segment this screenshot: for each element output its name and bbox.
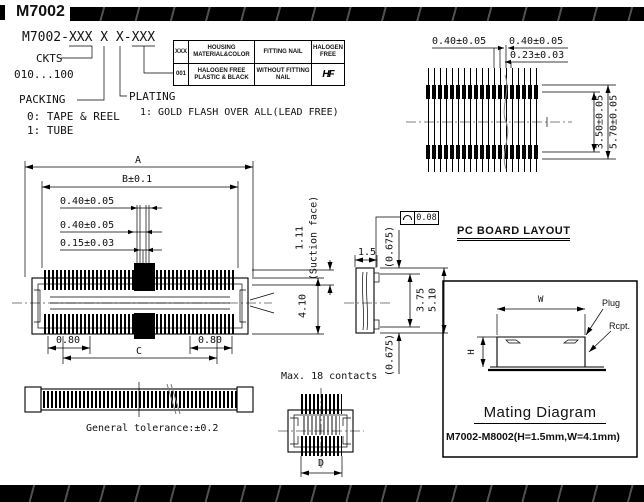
flatness-value: 0.08	[416, 213, 437, 223]
side-view-drawing	[344, 216, 448, 374]
pcb-dim-pitch-left: 0.40±0.05	[432, 36, 487, 47]
pcb-dim-pad-width: 0.23±0.03	[510, 50, 565, 61]
hf-logo-icon: HF	[322, 68, 334, 80]
options-table: XXX HOUSING MATERIAL&COLOR FITTING NAIL …	[173, 40, 345, 86]
dim-c-label: C	[136, 346, 143, 357]
cell-code: 001	[174, 64, 189, 85]
mating-dim-h-label: H	[467, 349, 477, 355]
dim-bottom-offset-label: (0.675)	[384, 333, 396, 377]
mating-dim-w-label: W	[538, 295, 544, 305]
mating-note: M7002-M8002(H=1.5mm,W=4.1mm)	[446, 431, 620, 443]
dim-suction-height-label: 1.11	[294, 225, 306, 251]
bottom-view-comb	[43, 391, 237, 408]
plating-label: PLATING	[129, 90, 176, 103]
dim-body-width-label: 4.10	[297, 293, 309, 319]
top-view-drawing	[12, 161, 334, 364]
cell-halogen: HF	[312, 64, 344, 85]
plating-option: 1: GOLD FLASH OVER ALL(LEAD FREE)	[140, 107, 339, 118]
packing-label: PACKING	[19, 93, 66, 106]
pcb-pad-row-top	[426, 85, 539, 99]
ordering-callout-lines	[61, 45, 173, 101]
mating-title-wrap: Mating Diagram	[443, 402, 637, 424]
plug-label: Plug	[602, 298, 621, 308]
col-header-nail: FITTING NAIL	[255, 41, 312, 64]
col-header-code: XXX	[174, 41, 189, 64]
cell-housing: HALOGEN FREE PLASTIC & BLACK	[189, 64, 255, 85]
pcb-dim-row-span: 3.50±0.05	[594, 94, 606, 150]
mating-diagram-title: Mating Diagram	[473, 404, 607, 424]
dim-d-label: D	[318, 458, 325, 469]
col-header-halogen: HALOGEN FREE	[312, 41, 344, 64]
dim-end-left-label: 0.80	[56, 335, 81, 346]
binder-mark	[0, 5, 5, 20]
dim-pitch1-label: 0.40±0.05	[60, 196, 115, 207]
pcb-dim-overall: 5.70±0.05	[608, 94, 620, 150]
ordering-code: M7002-XXX X X-XXX	[22, 30, 156, 45]
packing-option-0: 0: TAPE & REEL	[27, 110, 120, 123]
page-title: M7002	[16, 3, 65, 20]
dim-b-label: B±0.1	[122, 174, 153, 185]
cell-nail: WITHOUT FITTING NAIL	[255, 64, 312, 85]
rcpt-label: Rcpt.	[609, 321, 631, 331]
dim-pitch2-label: 0.40±0.05	[60, 220, 115, 231]
dim-end-right-label: 0.80	[198, 335, 223, 346]
small-view-comb-bottom	[301, 436, 342, 456]
small-view-drawing	[278, 388, 364, 477]
redacted-footer-bar	[0, 485, 644, 502]
packing-option-1: 1: TUBE	[27, 124, 74, 137]
flatness-callout: 0.08	[400, 211, 439, 225]
general-tolerance-note: General tolerance:±0.2	[86, 423, 219, 434]
pcb-dim-pitch-right: 0.40±0.05	[509, 36, 564, 47]
pcb-layout-drawing	[406, 45, 616, 170]
suction-face-label: (Suction face)	[308, 195, 320, 281]
pcb-pad-row-bottom	[426, 145, 539, 159]
mating-diagram-drawing	[442, 280, 638, 458]
bottom-view-drawing	[24, 382, 254, 417]
dim-pin-width-label: 0.15±0.03	[60, 238, 115, 249]
ckts-range: 010...100	[14, 68, 74, 81]
pcb-layout-title: PC BOARD LAYOUT	[457, 225, 571, 241]
dim-inner-height-label: 3.75	[415, 287, 427, 313]
col-header-housing: HOUSING MATERIAL&COLOR	[189, 41, 255, 64]
dim-outer-height-label: 5.10	[427, 287, 439, 313]
dim-side-width-label: 1.5	[358, 247, 377, 258]
small-view-comb-top	[301, 394, 342, 414]
dim-top-offset-label: (0.675)	[384, 225, 396, 269]
center-pin-block-bottom	[134, 313, 155, 339]
dim-a-label: A	[135, 155, 142, 166]
small-view-inner-contacts	[303, 416, 340, 435]
flatness-symbol-icon	[401, 212, 415, 224]
max-contacts-note: Max. 18 contacts	[281, 371, 378, 382]
ckts-label: CKTS	[36, 52, 63, 65]
redacted-header-bar	[70, 7, 644, 21]
